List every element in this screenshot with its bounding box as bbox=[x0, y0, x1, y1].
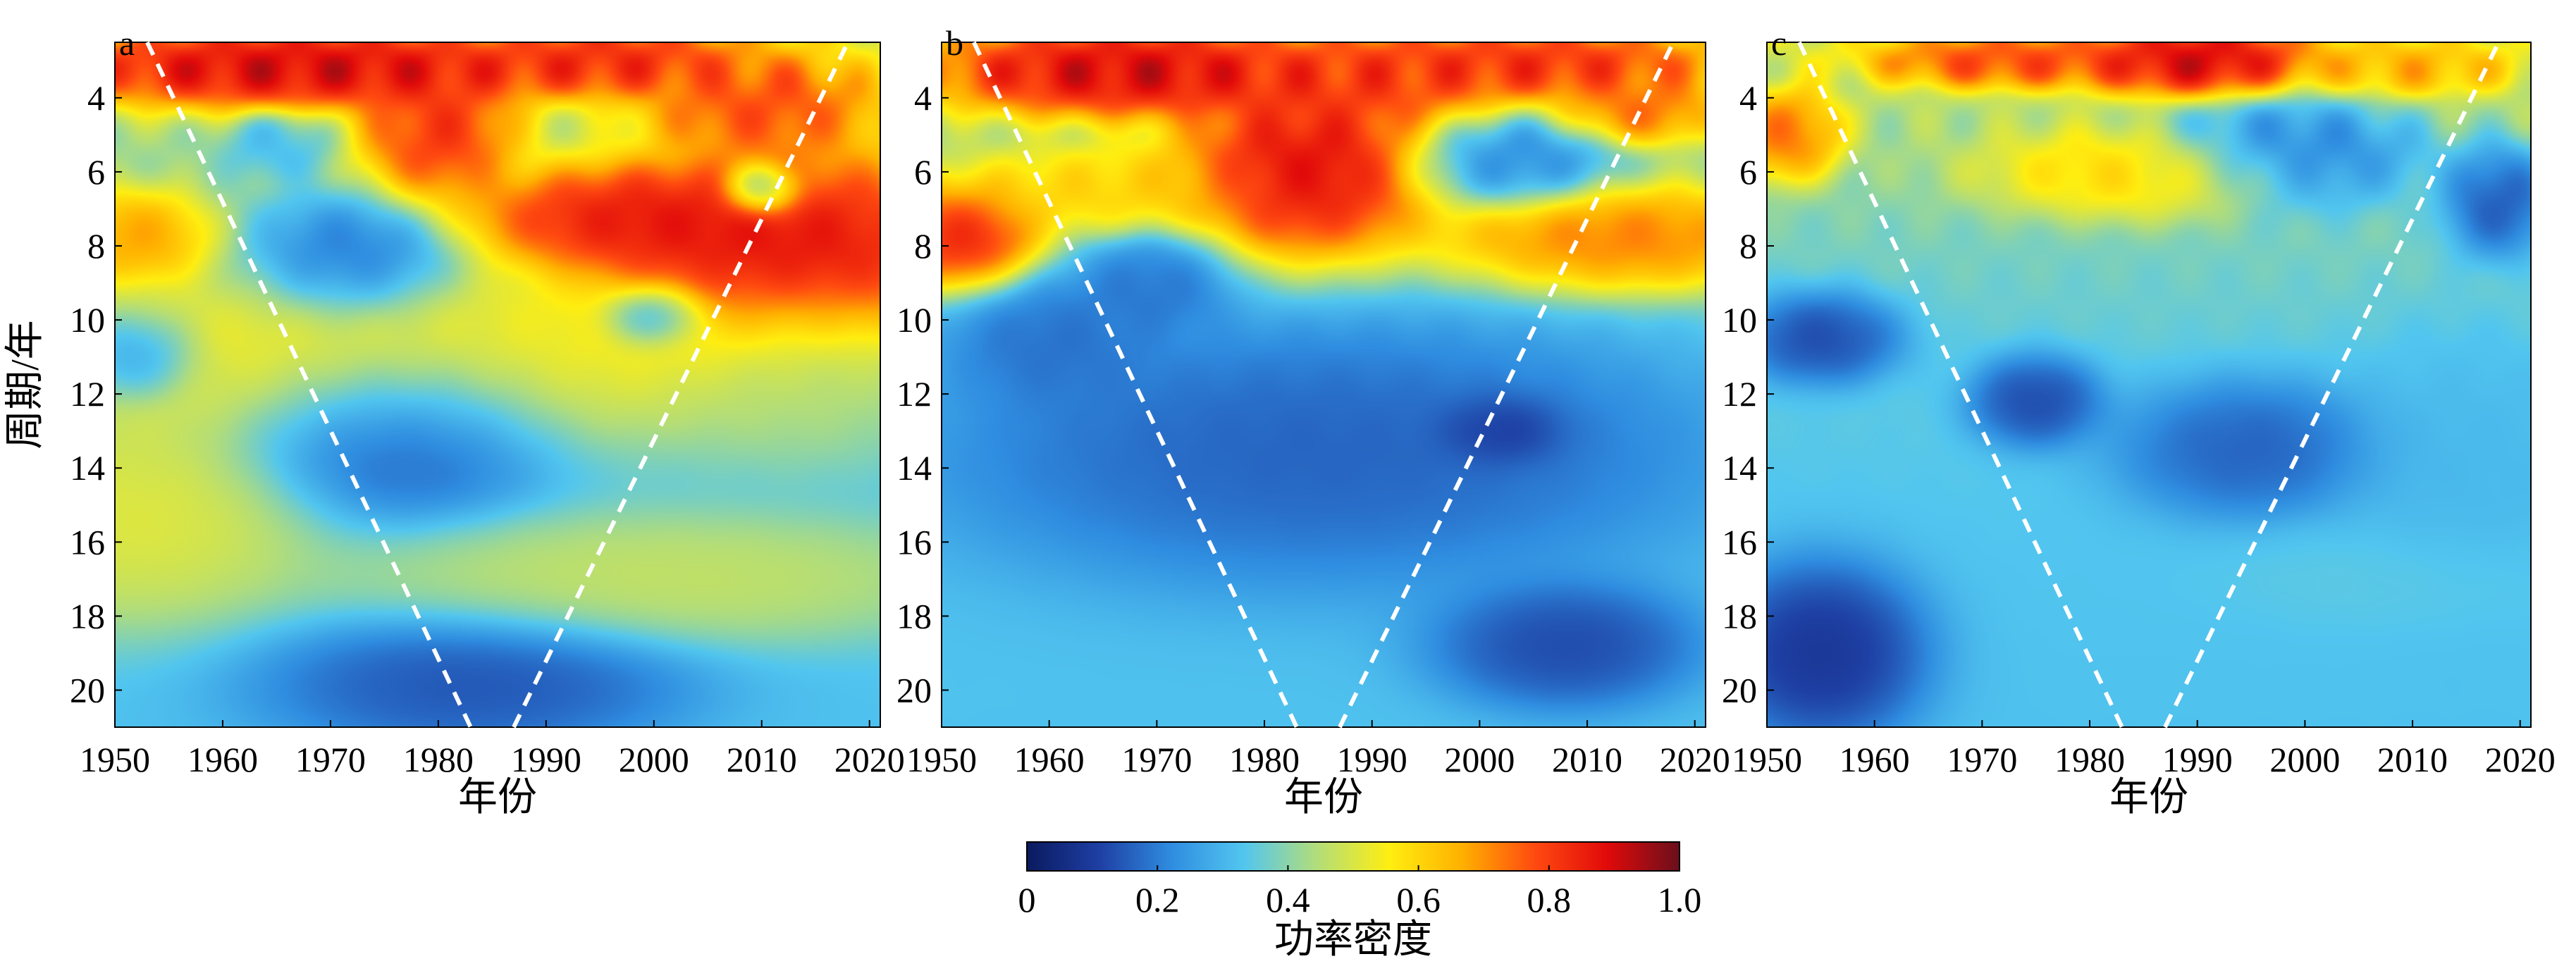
y-tick-label: 8 bbox=[1739, 226, 1757, 266]
y-tick-label: 12 bbox=[70, 374, 105, 414]
plot-frame-a bbox=[114, 42, 881, 728]
cone-of-influence-left-a bbox=[145, 41, 473, 729]
colorbar-label: 功率密度 bbox=[1274, 918, 1432, 962]
y-tick-label: 6 bbox=[87, 152, 105, 192]
x-tick-label: 2000 bbox=[2269, 740, 2340, 779]
cone-of-influence-right-b bbox=[1338, 41, 1675, 729]
heatmap-panel-b-field bbox=[942, 42, 1706, 727]
x-tick-label: 1950 bbox=[80, 740, 150, 779]
y-tick-label: 6 bbox=[914, 152, 932, 192]
x-tick-label: 1960 bbox=[1014, 740, 1085, 779]
x-tick-label: 1980 bbox=[2054, 740, 2125, 779]
cone-of-influence-right-a bbox=[512, 41, 850, 729]
plot-frame-b bbox=[941, 42, 1706, 728]
y-tick-label: 4 bbox=[87, 78, 105, 118]
y-tick-label: 14 bbox=[896, 448, 932, 488]
y-tick-label: 10 bbox=[70, 300, 105, 340]
x-tick-label: 1990 bbox=[511, 740, 581, 779]
y-tick-label: 6 bbox=[1739, 152, 1757, 192]
y-tick-label: 18 bbox=[70, 596, 105, 636]
colorbar-gradient bbox=[1026, 841, 1680, 872]
heatmap-panel-c-field bbox=[1767, 42, 2531, 727]
cone-of-influence-left-c bbox=[1797, 41, 2124, 729]
x-tick-label: 1980 bbox=[1229, 740, 1300, 779]
plot-frame-c bbox=[1766, 42, 2532, 728]
x-axis-label: 年份 bbox=[1284, 776, 1363, 819]
x-axis-label: 年份 bbox=[458, 776, 537, 819]
cone-of-influence-right-c bbox=[2163, 41, 2501, 729]
y-tick-label: 16 bbox=[1722, 522, 1757, 562]
x-tick-label: 1990 bbox=[2162, 740, 2233, 779]
x-tick-label: 1960 bbox=[187, 740, 258, 779]
y-tick-label: 4 bbox=[1739, 78, 1757, 118]
x-tick-label: 2020 bbox=[1660, 740, 1730, 779]
y-tick-label: 8 bbox=[87, 226, 105, 266]
y-tick-label: 16 bbox=[896, 522, 932, 562]
x-tick-label: 2020 bbox=[834, 740, 905, 779]
y-tick-label: 20 bbox=[1722, 670, 1757, 710]
y-tick-label: 16 bbox=[70, 522, 105, 562]
y-tick-label: 18 bbox=[896, 596, 932, 636]
x-tick-label: 2010 bbox=[727, 740, 797, 779]
x-axis-label: 年份 bbox=[2109, 776, 2188, 819]
panel-label-c: c bbox=[1771, 23, 1787, 63]
x-tick-label: 2000 bbox=[619, 740, 689, 779]
x-tick-label: 1950 bbox=[1732, 740, 1802, 779]
x-tick-label: 2020 bbox=[2485, 740, 2556, 779]
y-tick-label: 4 bbox=[914, 78, 932, 118]
colorbar-tick-label: 0.8 bbox=[1527, 880, 1572, 919]
colorbar-tick-label: 0.2 bbox=[1135, 880, 1180, 919]
x-tick-label: 1980 bbox=[403, 740, 474, 779]
y-axis-label: 周期/年 bbox=[4, 320, 47, 450]
y-tick-label: 8 bbox=[914, 226, 932, 266]
y-tick-label: 10 bbox=[1722, 300, 1757, 340]
y-tick-label: 20 bbox=[70, 670, 105, 710]
colorbar-tick-label: 0.4 bbox=[1266, 880, 1310, 919]
y-tick-label: 14 bbox=[1722, 448, 1757, 488]
x-tick-label: 1970 bbox=[295, 740, 366, 779]
x-tick-label: 1970 bbox=[1121, 740, 1192, 779]
colorbar: 0 0.2 0.4 0.6 0.8 1.0 功率密度 bbox=[1018, 841, 1702, 962]
x-tick-label: 2010 bbox=[1552, 740, 1622, 779]
x-tick-label: 2000 bbox=[1444, 740, 1515, 779]
y-tick-label: 10 bbox=[896, 300, 932, 340]
colorbar-tick-label: 0 bbox=[1018, 880, 1036, 919]
colorbar-tick-label: 1.0 bbox=[1658, 880, 1702, 919]
x-tick-label: 1950 bbox=[906, 740, 977, 779]
y-tick-label: 18 bbox=[1722, 596, 1757, 636]
panel-label-a: a bbox=[119, 23, 135, 63]
y-tick-label: 12 bbox=[896, 374, 932, 414]
panel-label-b: b bbox=[946, 23, 963, 63]
y-tick-label: 20 bbox=[896, 670, 932, 710]
heatmap-panel-a-field bbox=[115, 42, 880, 727]
y-tick-label: 14 bbox=[70, 448, 105, 488]
x-tick-label: 2010 bbox=[2377, 740, 2448, 779]
cone-of-influence-left-b bbox=[972, 41, 1299, 729]
x-tick-label: 1990 bbox=[1337, 740, 1407, 779]
x-tick-label: 1960 bbox=[1839, 740, 1910, 779]
colorbar-tick-label: 0.6 bbox=[1396, 880, 1441, 919]
y-tick-label: 12 bbox=[1722, 374, 1757, 414]
x-tick-label: 1970 bbox=[1947, 740, 2017, 779]
